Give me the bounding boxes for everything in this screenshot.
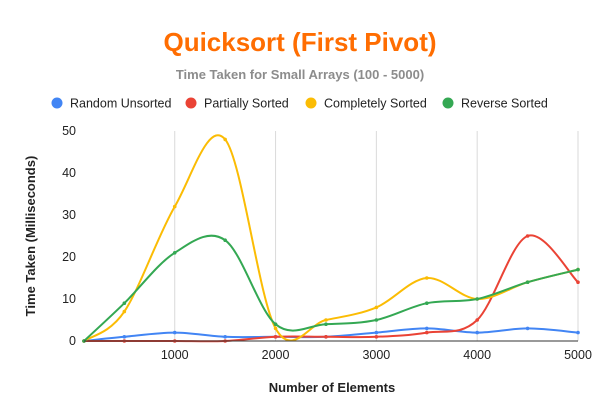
data-point-partially-sorted bbox=[576, 280, 580, 285]
data-point-partially-sorted bbox=[525, 234, 530, 238]
data-point-random-unsorted bbox=[424, 326, 429, 331]
x-axis-ticks: 1000 2000 3000 4000 5000 bbox=[161, 348, 592, 362]
series-line-partially-sorted bbox=[83, 234, 579, 343]
legend-marker-random-unsorted bbox=[51, 97, 63, 109]
data-point-random-unsorted bbox=[576, 330, 580, 335]
legend-marker-reverse-sorted bbox=[442, 97, 454, 109]
y-tick-label: 20 bbox=[62, 250, 76, 264]
data-point-reverse-sorted bbox=[424, 301, 429, 306]
data-point-reverse-sorted bbox=[525, 280, 530, 285]
data-point-random-unsorted bbox=[122, 335, 127, 339]
legend-label-random-unsorted: Random Unsorted bbox=[70, 97, 171, 111]
data-point-random-unsorted bbox=[172, 330, 177, 335]
x-tick-label: 3000 bbox=[362, 348, 390, 362]
x-tick-label: 5000 bbox=[564, 348, 592, 362]
legend: Random Unsorted Partially Sorted Completel… bbox=[51, 97, 548, 111]
series-line-random-unsorted bbox=[83, 327, 579, 342]
data-point-random-unsorted bbox=[223, 335, 227, 339]
legend-marker-completely-sorted bbox=[305, 97, 317, 109]
data-point-completely-sorted bbox=[324, 318, 328, 322]
data-point-completely-sorted bbox=[424, 276, 429, 280]
data-point-reverse-sorted bbox=[324, 322, 328, 327]
y-tick-label: 0 bbox=[69, 334, 76, 348]
data-point-partially-sorted bbox=[273, 335, 278, 339]
series-lines bbox=[82, 134, 580, 343]
grid bbox=[174, 131, 579, 341]
data-point-random-unsorted bbox=[374, 330, 379, 335]
x-tick-label: 1000 bbox=[161, 348, 189, 362]
data-point-completely-sorted bbox=[122, 309, 127, 314]
y-tick-label: 30 bbox=[62, 208, 76, 222]
y-tick-label: 50 bbox=[62, 124, 76, 138]
data-point-completely-sorted bbox=[172, 204, 177, 209]
chart-subtitle: Time Taken for Small Arrays (100 - 5000) bbox=[176, 67, 424, 82]
data-point-reverse-sorted bbox=[374, 318, 379, 322]
y-axis-label: Time Taken (Milliseconds) bbox=[23, 156, 38, 317]
legend-label-reverse-sorted: Reverse Sorted bbox=[461, 97, 548, 111]
data-point-partially-sorted bbox=[374, 335, 379, 339]
y-tick-label: 40 bbox=[62, 166, 76, 180]
data-point-reverse-sorted bbox=[223, 238, 227, 242]
data-point-completely-sorted bbox=[223, 137, 227, 142]
data-point-partially-sorted bbox=[324, 335, 328, 339]
data-point-reverse-sorted bbox=[576, 267, 580, 272]
data-point-reverse-sorted bbox=[475, 297, 479, 301]
x-tick-label: 2000 bbox=[262, 348, 290, 362]
data-point-partially-sorted bbox=[475, 318, 479, 322]
legend-label-partially-sorted: Partially Sorted bbox=[204, 97, 289, 111]
y-axis-ticks: 0 10 20 30 40 50 bbox=[62, 124, 76, 348]
data-point-completely-sorted bbox=[273, 326, 278, 331]
series-line-completely-sorted bbox=[83, 134, 579, 342]
chart-title: Quicksort (First Pivot) bbox=[163, 27, 436, 57]
data-point-reverse-sorted bbox=[172, 251, 177, 255]
data-point-random-unsorted bbox=[525, 326, 530, 331]
x-axis-label: Number of Elements bbox=[269, 380, 395, 395]
data-point-random-unsorted bbox=[475, 330, 479, 335]
data-point-reverse-sorted bbox=[273, 322, 278, 327]
series-line-reverse-sorted bbox=[83, 234, 579, 342]
y-tick-label: 10 bbox=[62, 292, 76, 306]
data-point-reverse-sorted bbox=[122, 301, 127, 306]
data-point-partially-sorted bbox=[424, 330, 429, 335]
legend-label-completely-sorted: Completely Sorted bbox=[324, 97, 427, 111]
legend-marker-partially-sorted bbox=[185, 97, 197, 109]
data-point-completely-sorted bbox=[374, 305, 379, 310]
x-tick-label: 4000 bbox=[463, 348, 491, 362]
